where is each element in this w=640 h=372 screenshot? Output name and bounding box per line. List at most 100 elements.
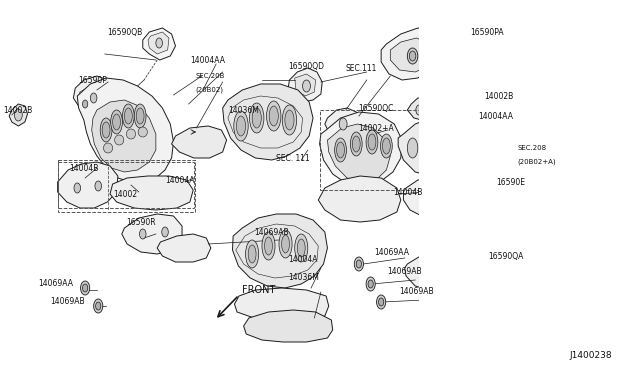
Circle shape bbox=[366, 277, 375, 291]
Ellipse shape bbox=[353, 136, 360, 152]
Ellipse shape bbox=[126, 129, 136, 139]
Circle shape bbox=[410, 51, 416, 61]
Ellipse shape bbox=[138, 127, 147, 137]
Text: FRONT: FRONT bbox=[243, 285, 276, 295]
Text: 14004B: 14004B bbox=[68, 164, 98, 173]
Circle shape bbox=[95, 302, 101, 310]
Ellipse shape bbox=[381, 134, 392, 158]
Ellipse shape bbox=[236, 116, 246, 136]
Circle shape bbox=[368, 280, 373, 288]
Text: 16590E: 16590E bbox=[497, 177, 525, 186]
Ellipse shape bbox=[368, 134, 376, 150]
Text: (20B02+A): (20B02+A) bbox=[517, 159, 556, 165]
Text: 14069AA: 14069AA bbox=[374, 247, 410, 257]
Ellipse shape bbox=[252, 108, 261, 128]
Circle shape bbox=[378, 298, 384, 306]
Text: 14004A: 14004A bbox=[166, 176, 195, 185]
Polygon shape bbox=[223, 84, 313, 160]
Polygon shape bbox=[403, 178, 448, 216]
Circle shape bbox=[424, 194, 429, 202]
Circle shape bbox=[81, 281, 90, 295]
Text: 16590P: 16590P bbox=[79, 76, 108, 84]
Ellipse shape bbox=[113, 114, 120, 130]
Circle shape bbox=[339, 118, 347, 130]
Polygon shape bbox=[79, 86, 106, 112]
Polygon shape bbox=[318, 176, 401, 222]
Circle shape bbox=[426, 268, 431, 276]
Circle shape bbox=[376, 295, 386, 309]
Text: 16590PA: 16590PA bbox=[470, 28, 504, 36]
Text: SEC.208: SEC.208 bbox=[517, 145, 547, 151]
Ellipse shape bbox=[134, 104, 146, 128]
Polygon shape bbox=[325, 108, 360, 138]
Polygon shape bbox=[74, 76, 113, 114]
Polygon shape bbox=[328, 124, 390, 182]
Text: 14004B: 14004B bbox=[393, 187, 422, 196]
Circle shape bbox=[422, 191, 431, 205]
Circle shape bbox=[156, 38, 163, 48]
Polygon shape bbox=[288, 68, 322, 102]
Circle shape bbox=[162, 227, 168, 237]
Circle shape bbox=[15, 109, 22, 121]
Ellipse shape bbox=[282, 235, 289, 253]
Polygon shape bbox=[390, 38, 435, 72]
Polygon shape bbox=[407, 98, 431, 120]
Ellipse shape bbox=[102, 122, 110, 138]
Polygon shape bbox=[232, 214, 328, 288]
Circle shape bbox=[355, 257, 364, 271]
Polygon shape bbox=[58, 162, 118, 208]
Ellipse shape bbox=[337, 142, 344, 158]
Circle shape bbox=[90, 93, 97, 103]
Ellipse shape bbox=[248, 245, 256, 263]
Text: 14004AA: 14004AA bbox=[478, 112, 513, 121]
Polygon shape bbox=[294, 74, 316, 96]
Circle shape bbox=[74, 183, 81, 193]
Circle shape bbox=[407, 48, 418, 64]
Text: (20B02): (20B02) bbox=[195, 87, 223, 93]
Text: 14069AA: 14069AA bbox=[38, 279, 73, 289]
Text: 14002B: 14002B bbox=[3, 106, 33, 115]
Polygon shape bbox=[398, 118, 461, 176]
Text: SEC. 111: SEC. 111 bbox=[276, 154, 310, 163]
Ellipse shape bbox=[285, 110, 294, 130]
Polygon shape bbox=[319, 112, 402, 186]
Text: 16590QB: 16590QB bbox=[108, 28, 143, 36]
Ellipse shape bbox=[111, 110, 122, 134]
Circle shape bbox=[356, 260, 362, 268]
Polygon shape bbox=[172, 126, 227, 158]
Text: 14036M: 14036M bbox=[288, 273, 319, 282]
Circle shape bbox=[416, 105, 422, 115]
Ellipse shape bbox=[100, 118, 112, 142]
Ellipse shape bbox=[439, 134, 449, 154]
Text: 14069AB: 14069AB bbox=[399, 288, 434, 296]
Polygon shape bbox=[148, 32, 169, 54]
Text: J1400238: J1400238 bbox=[570, 350, 612, 359]
Ellipse shape bbox=[136, 108, 144, 124]
Text: 14036M: 14036M bbox=[228, 106, 259, 115]
Circle shape bbox=[423, 264, 433, 280]
Text: 14004AA: 14004AA bbox=[190, 55, 225, 64]
Ellipse shape bbox=[279, 230, 292, 258]
Ellipse shape bbox=[298, 239, 305, 257]
Circle shape bbox=[303, 80, 310, 92]
Ellipse shape bbox=[407, 138, 418, 158]
Text: SEC.111: SEC.111 bbox=[346, 64, 377, 73]
Text: 14069AB: 14069AB bbox=[50, 298, 84, 307]
Polygon shape bbox=[92, 100, 156, 172]
Circle shape bbox=[83, 100, 88, 108]
Polygon shape bbox=[244, 310, 333, 342]
Polygon shape bbox=[110, 176, 193, 210]
Text: 16590QA: 16590QA bbox=[488, 251, 524, 260]
Ellipse shape bbox=[366, 130, 378, 154]
Circle shape bbox=[93, 299, 103, 313]
Ellipse shape bbox=[335, 138, 346, 162]
Ellipse shape bbox=[282, 105, 297, 135]
Ellipse shape bbox=[424, 132, 434, 152]
Ellipse shape bbox=[234, 111, 248, 141]
Circle shape bbox=[140, 229, 146, 239]
Ellipse shape bbox=[124, 108, 132, 124]
Polygon shape bbox=[143, 28, 175, 60]
Ellipse shape bbox=[246, 240, 259, 268]
Ellipse shape bbox=[383, 138, 390, 154]
Polygon shape bbox=[381, 28, 440, 80]
